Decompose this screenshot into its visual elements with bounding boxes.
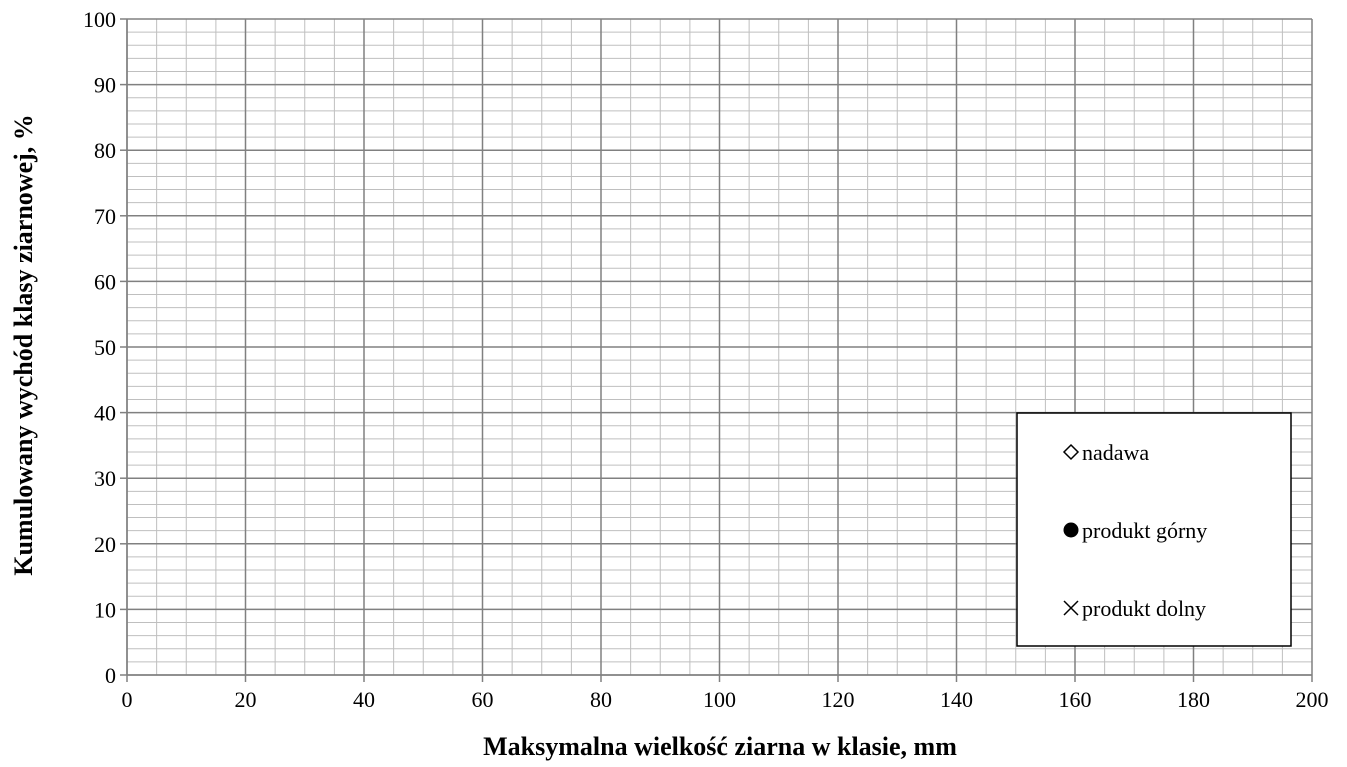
circle-filled-icon xyxy=(1063,522,1079,538)
x-tick-labels: 0 20 40 60 80 100 120 140 160 180 200 xyxy=(122,687,1329,712)
x-tick-label: 160 xyxy=(1059,687,1092,712)
y-tick-label: 40 xyxy=(94,401,116,426)
legend-label-produkt-gorny: produkt górny xyxy=(1082,518,1207,543)
y-tick-label: 0 xyxy=(105,663,116,688)
legend-label-nadawa: nadawa xyxy=(1082,440,1149,465)
x-tick-label: 180 xyxy=(1177,687,1210,712)
y-tick-label: 90 xyxy=(94,73,116,98)
x-tick-label: 40 xyxy=(353,687,375,712)
legend-label-produkt-dolny: produkt dolny xyxy=(1082,596,1206,621)
x-tick-label: 140 xyxy=(940,687,973,712)
cross-icon xyxy=(1063,600,1079,616)
legend-item-produkt-gorny: produkt górny xyxy=(1063,518,1207,543)
y-axis-title: Kumulowany wychód klasy ziarnowej, % xyxy=(9,114,38,576)
y-tick-label: 50 xyxy=(94,335,116,360)
y-tick-label: 30 xyxy=(94,466,116,491)
x-axis-title: Maksymalna wielkość ziarna w klasie, mm xyxy=(483,732,957,761)
x-tick-label: 20 xyxy=(235,687,257,712)
y-tick-label: 70 xyxy=(94,204,116,229)
y-tick-label: 10 xyxy=(94,597,116,622)
x-tick-label: 200 xyxy=(1296,687,1329,712)
legend-item-produkt-dolny: produkt dolny xyxy=(1063,596,1206,621)
x-tick-label: 80 xyxy=(590,687,612,712)
y-tick-label: 80 xyxy=(94,138,116,163)
y-tick-labels: 0 10 20 30 40 50 60 70 80 90 100 xyxy=(83,7,116,688)
y-tick-label: 100 xyxy=(83,7,116,32)
axes xyxy=(120,18,1313,682)
legend-item-nadawa: nadawa xyxy=(1062,440,1149,465)
y-tick-label: 60 xyxy=(94,269,116,294)
y-tick-label: 20 xyxy=(94,532,116,557)
legend: nadawa produkt górny produkt dolny xyxy=(1016,412,1292,647)
x-tick-label: 100 xyxy=(703,687,736,712)
diamond-open-icon xyxy=(1062,443,1080,461)
x-tick-label: 60 xyxy=(472,687,494,712)
x-tick-label: 0 xyxy=(122,687,133,712)
x-tick-label: 120 xyxy=(822,687,855,712)
legend-box xyxy=(1016,412,1292,647)
